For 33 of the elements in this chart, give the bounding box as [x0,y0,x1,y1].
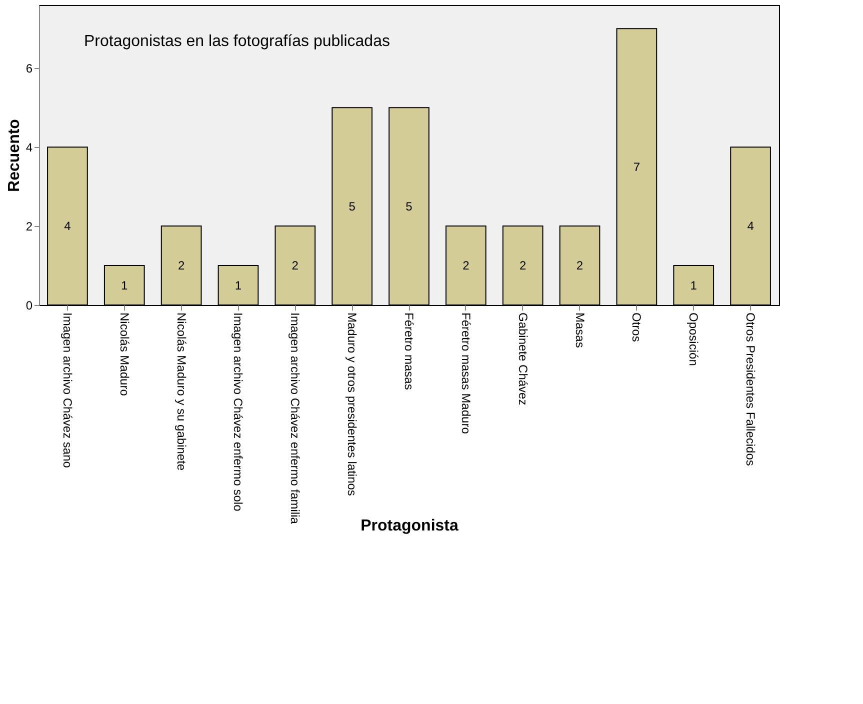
x-tick-label: Imagen archivo Chávez enfermo familia [288,312,302,524]
data-label: 7 [633,160,640,174]
x-tick-label: Otros [630,312,644,342]
y-tick-label: 2 [26,220,33,234]
x-tick-label: Oposición [686,312,701,366]
x-tick-label: Masas [572,312,587,348]
x-tick-label: Nicolás Maduro y su gabinete [174,312,188,471]
x-tick-label: Gabinete Chávez [516,312,530,406]
data-label: 2 [178,258,185,273]
data-label: 5 [406,199,413,214]
x-axis-title: Protagonista [360,518,458,534]
x-tick-label: Imagen archivo Chávez enfermo solo [231,312,246,512]
data-label: 2 [520,258,526,273]
y-tick-label: 4 [26,140,33,155]
data-label: 4 [747,219,754,234]
x-tick-label: Nicolás Maduro [117,312,132,396]
data-label: 2 [462,258,470,273]
data-label: 2 [576,258,584,273]
x-tick-label: Maduro y otros presidentes latinos [345,312,360,496]
x-tick-label: Féretro masas [402,312,416,390]
x-tick-label: Féretro masas Maduro [458,312,473,434]
x-tick-label: Otros Presidentes Fallecidos [744,312,758,466]
data-label: 2 [292,258,299,273]
y-tick-label: 0 [26,298,33,312]
data-label: 1 [690,278,698,292]
x-tick-label: Imagen archivo Chávez sano [60,312,74,468]
y-axis-title: Recuento [6,118,23,192]
text: Protagonistas en las fotografías publicadas [84,33,390,50]
data-label: 4 [64,219,72,234]
data-label: 1 [121,278,128,292]
y-tick-label: 6 [26,62,33,76]
data-label: 1 [234,278,242,292]
data-label: 5 [348,199,356,214]
